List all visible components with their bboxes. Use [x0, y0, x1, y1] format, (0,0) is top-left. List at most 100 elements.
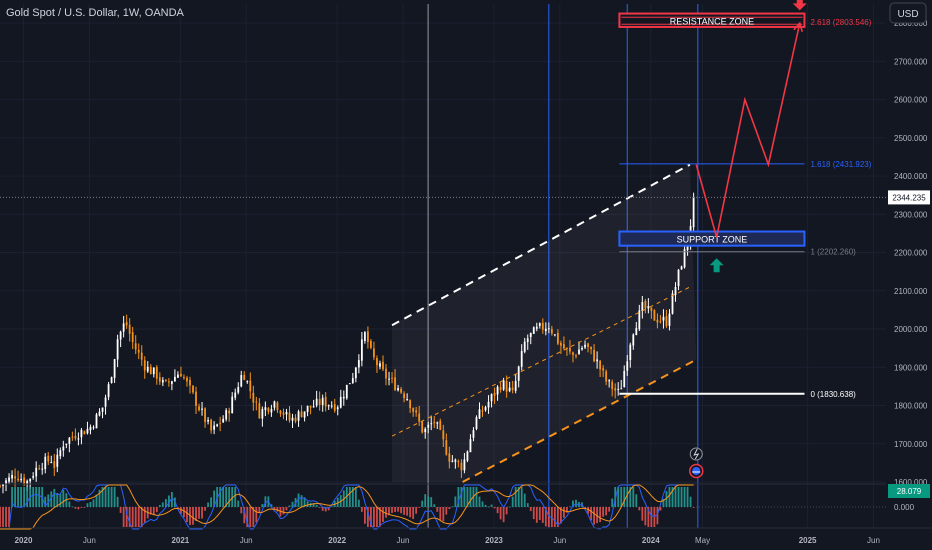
candle-body[interactable]: [345, 384, 348, 399]
candle-body[interactable]: [553, 334, 556, 336]
candle-body[interactable]: [0, 485, 1, 487]
candle-body[interactable]: [436, 422, 439, 424]
candle-body[interactable]: [487, 401, 490, 408]
candle-body[interactable]: [315, 398, 318, 406]
candle-body[interactable]: [478, 409, 481, 419]
candle-body[interactable]: [560, 342, 562, 346]
candle-body[interactable]: [17, 478, 19, 481]
candle-body[interactable]: [427, 424, 430, 428]
candle-body[interactable]: [41, 468, 44, 470]
candle-body[interactable]: [321, 397, 324, 406]
candle-body[interactable]: [367, 331, 369, 343]
candle-body[interactable]: [668, 313, 671, 326]
candle-body[interactable]: [134, 343, 137, 350]
candle-body[interactable]: [569, 347, 571, 352]
candle-body[interactable]: [686, 246, 689, 251]
candle-body[interactable]: [255, 401, 258, 403]
candle-body[interactable]: [581, 347, 583, 350]
candle-body[interactable]: [599, 360, 602, 370]
candle-body[interactable]: [146, 366, 149, 372]
candle-body[interactable]: [617, 388, 620, 390]
candle-body[interactable]: [538, 323, 541, 326]
candle-body[interactable]: [216, 424, 219, 426]
candle-body[interactable]: [65, 443, 68, 446]
candle-body[interactable]: [53, 461, 56, 468]
candle-body[interactable]: [460, 462, 463, 471]
candle-body[interactable]: [409, 400, 412, 409]
candle-body[interactable]: [101, 407, 104, 412]
candle-body[interactable]: [294, 417, 297, 422]
candle-body[interactable]: [379, 363, 381, 367]
candle-body[interactable]: [5, 480, 7, 485]
candle-body[interactable]: [89, 426, 92, 431]
candle-body[interactable]: [342, 396, 345, 399]
candle-body[interactable]: [523, 341, 526, 352]
candle-body[interactable]: [140, 352, 143, 360]
candle-body[interactable]: [231, 396, 234, 414]
candle-body[interactable]: [125, 322, 128, 326]
candle-body[interactable]: [357, 360, 360, 368]
candle-body[interactable]: [662, 316, 665, 321]
candle-body[interactable]: [32, 476, 35, 478]
candle-body[interactable]: [318, 399, 321, 405]
candle-body[interactable]: [508, 387, 511, 392]
candle-body[interactable]: [312, 406, 315, 408]
candle-body[interactable]: [469, 439, 472, 453]
candle-body[interactable]: [164, 379, 167, 381]
candle-body[interactable]: [186, 377, 188, 382]
candle-body[interactable]: [475, 417, 478, 429]
candle-body[interactable]: [677, 269, 680, 287]
event-markers[interactable]: [689, 447, 704, 479]
candle-body[interactable]: [207, 419, 209, 422]
candle-body[interactable]: [544, 328, 547, 332]
candle-body[interactable]: [309, 405, 312, 408]
candle-body[interactable]: [189, 380, 191, 386]
candle-body[interactable]: [463, 459, 466, 471]
candle-body[interactable]: [14, 476, 16, 479]
candle-body[interactable]: [155, 367, 158, 379]
candle-body[interactable]: [86, 428, 89, 434]
candle-body[interactable]: [107, 384, 110, 398]
candle-body[interactable]: [602, 368, 605, 371]
candle-body[interactable]: [158, 377, 161, 382]
candle-body[interactable]: [360, 339, 363, 361]
candle-body[interactable]: [47, 455, 50, 462]
candle-body[interactable]: [306, 405, 309, 412]
candle-body[interactable]: [647, 306, 650, 309]
candle-body[interactable]: [35, 467, 38, 477]
candle-body[interactable]: [276, 402, 279, 411]
candle-body[interactable]: [282, 412, 285, 415]
candle-body[interactable]: [297, 411, 300, 421]
candle-body[interactable]: [502, 380, 505, 390]
candle-body[interactable]: [680, 266, 683, 270]
candle-body[interactable]: [563, 344, 565, 349]
candle-body[interactable]: [472, 430, 475, 438]
candle-body[interactable]: [635, 327, 638, 336]
candle-body[interactable]: [122, 323, 125, 332]
candle-body[interactable]: [593, 349, 595, 362]
candle-body[interactable]: [180, 373, 182, 377]
candle-body[interactable]: [195, 391, 197, 406]
candle-body[interactable]: [219, 423, 222, 425]
zones[interactable]: RESISTANCE ZONE SUPPORT ZONE: [618, 12, 806, 247]
candle-body[interactable]: [385, 368, 387, 379]
candle-body[interactable]: [514, 380, 517, 391]
candle-body[interactable]: [20, 479, 23, 481]
candle-body[interactable]: [23, 477, 26, 485]
y-axis[interactable]: 1600.000 1700.000 1800.000 1900.000 2000.000…: [886, 0, 932, 550]
candle-body[interactable]: [104, 397, 107, 407]
candle-body[interactable]: [116, 339, 119, 360]
candle-body[interactable]: [113, 359, 116, 378]
candle-body[interactable]: [240, 374, 243, 387]
candle-body[interactable]: [267, 407, 270, 412]
candle-body[interactable]: [572, 352, 574, 356]
candle-body[interactable]: [656, 319, 659, 323]
candle-body[interactable]: [258, 403, 261, 419]
candle-body[interactable]: [246, 381, 249, 383]
candle-body[interactable]: [95, 414, 98, 429]
candle-body[interactable]: [59, 450, 62, 457]
candle-body[interactable]: [590, 346, 592, 350]
candle-body[interactable]: [77, 438, 80, 440]
candle-body[interactable]: [98, 411, 101, 416]
